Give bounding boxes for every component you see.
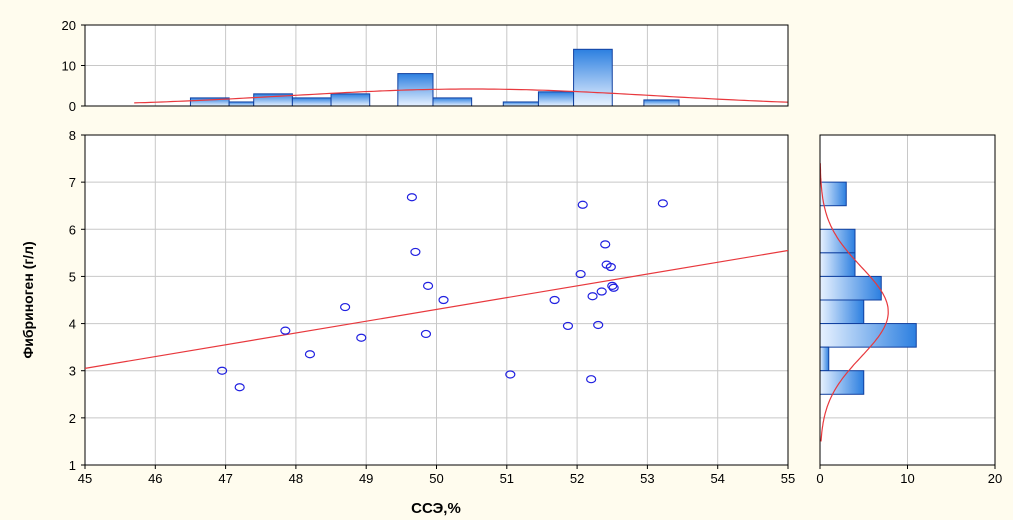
scatter-x-tick-label: 47 [218, 471, 232, 486]
data-point [577, 200, 588, 209]
data-point [587, 292, 598, 301]
data-point [340, 302, 351, 312]
data-point [304, 350, 316, 359]
x-histogram-bar [228, 101, 255, 107]
x-histogram-bar [330, 93, 371, 107]
y-histogram-panel: 0 10 20 [816, 134, 1002, 486]
data-point [410, 247, 421, 257]
scatter-x-tick-label: 54 [710, 471, 724, 486]
data-point [596, 287, 607, 296]
x-histogram-bar [502, 101, 539, 107]
x-axis-label: ССЭ,% [411, 500, 461, 517]
data-point [438, 295, 449, 305]
x-histogram-panel: 0 10 20 [62, 18, 789, 114]
data-point [575, 269, 586, 279]
data-point [600, 240, 611, 249]
y-axis-label: Фибриноген (г/л) [20, 241, 36, 358]
scatter-x-tick-label: 52 [570, 471, 584, 486]
y-histogram-bar [819, 346, 830, 372]
scatter-y-tick-label: 2 [69, 411, 76, 426]
x-histogram-bar [291, 97, 332, 107]
data-point [607, 281, 618, 290]
y-histogram-x-tick-label: 10 [900, 471, 914, 486]
y-histogram-x-tick-label: 0 [816, 471, 823, 486]
scatter-y-tick-label: 7 [69, 175, 76, 190]
y-histogram-bar [819, 275, 882, 301]
scatter-x-tick-label: 49 [359, 471, 373, 486]
x-histogram-y-tick-label: 0 [69, 99, 76, 114]
y-histogram-bar [819, 228, 856, 254]
data-point [505, 370, 516, 379]
y-histogram-normal-curve [819, 163, 889, 442]
scatter-x-tick-label: 46 [148, 471, 162, 486]
data-point [608, 283, 619, 292]
data-point [586, 375, 597, 384]
scatter-x-tick-label: 51 [500, 471, 514, 486]
x-histogram-bar [432, 97, 473, 107]
y-histogram-frame [819, 134, 996, 466]
x-histogram-y-tick-label: 20 [62, 18, 76, 33]
x-histogram-bar [643, 99, 680, 107]
x-histogram-normal-curve [134, 88, 789, 104]
data-point [234, 383, 245, 392]
data-point [422, 281, 434, 290]
data-point [562, 321, 574, 331]
scatter-y-tick-label: 5 [69, 269, 76, 284]
x-histogram-y-tick-label: 10 [62, 59, 76, 74]
data-point [280, 326, 291, 335]
x-histogram-frame [84, 24, 789, 107]
regression-line [84, 249, 789, 369]
data-point [657, 199, 668, 208]
scatter-y-tick-label: 8 [69, 128, 76, 143]
y-histogram-bar [819, 252, 856, 277]
scatter-y-tick-label: 1 [69, 458, 76, 473]
data-point [549, 295, 560, 305]
data-point [605, 262, 616, 272]
data-point [406, 193, 417, 202]
scatter-x-tick-label: 45 [78, 471, 92, 486]
scatter-x-tick-label: 48 [289, 471, 303, 486]
x-histogram-bar [537, 91, 575, 107]
scatter-x-tick-label: 50 [429, 471, 443, 486]
y-histogram-x-tick-label: 20 [988, 471, 1002, 486]
y-histogram-bar [819, 323, 917, 348]
data-point [216, 366, 228, 375]
scatter-x-tick-label: 55 [781, 471, 795, 486]
y-histogram-bar [819, 370, 865, 395]
data-point [420, 329, 432, 339]
scatter-x-tick-label: 53 [640, 471, 654, 486]
scatter-y-tick-label: 4 [69, 317, 76, 332]
y-histogram-bar [819, 299, 865, 325]
scatter-frame [84, 134, 789, 466]
data-point [593, 320, 604, 330]
scatter-y-tick-label: 6 [69, 222, 76, 237]
x-histogram-bar [573, 48, 613, 107]
data-point [356, 333, 367, 342]
scatter-y-tick-label: 3 [69, 364, 76, 379]
